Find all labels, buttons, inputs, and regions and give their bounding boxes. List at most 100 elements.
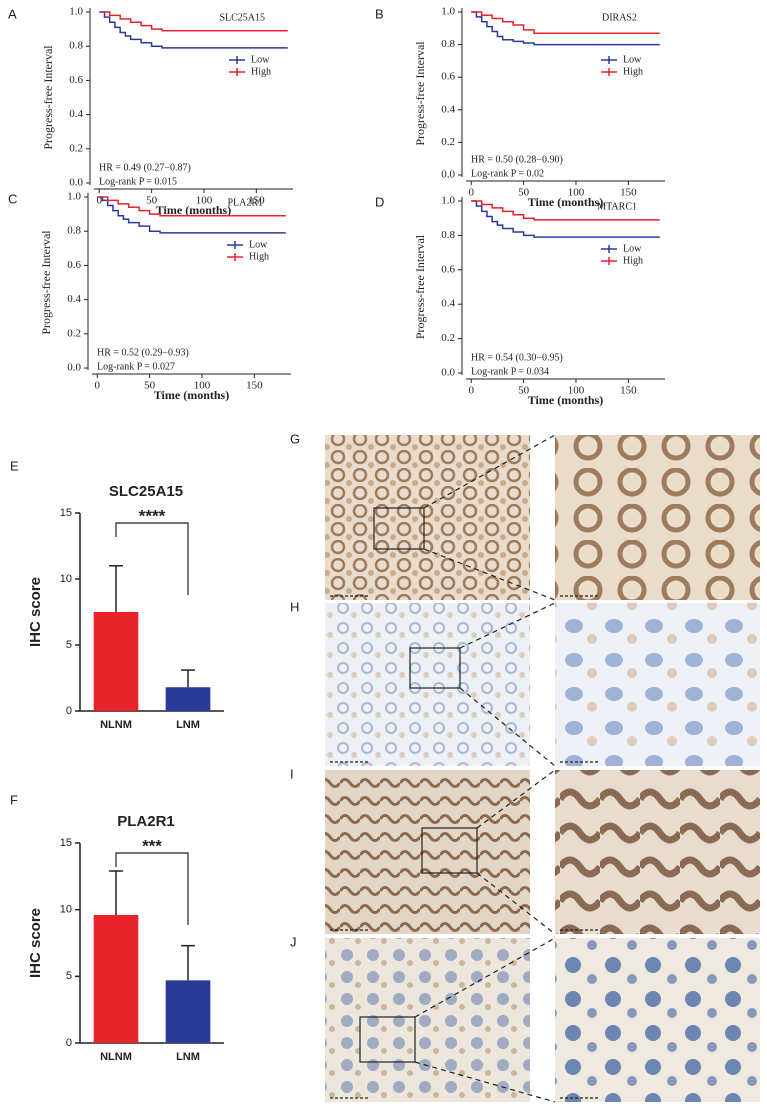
y-axis-label: Progress-free Interval: [413, 41, 427, 146]
ihc-low: [325, 770, 530, 934]
y-tick-label: 1.0: [67, 191, 81, 203]
y-tick-label: 10: [60, 904, 72, 916]
y-tick-label: 0.0: [441, 169, 455, 181]
ihc-images: [325, 434, 760, 1103]
ihc-low: [325, 435, 530, 600]
x-axis-label: Time (months): [156, 203, 231, 217]
y-tick-label: 0.4: [441, 298, 455, 310]
legend-label: High: [249, 251, 269, 262]
legend-label: High: [623, 255, 643, 266]
y-tick-label: 0.0: [441, 367, 455, 379]
y-tick-label: 0.8: [441, 38, 455, 50]
y-tick-label: 0.4: [69, 108, 83, 120]
gene-title: PLA2R1: [227, 197, 263, 208]
y-tick-label: 1.0: [69, 6, 83, 18]
survival-curve: [471, 200, 660, 238]
panel-letter: J: [290, 934, 297, 949]
zoom-line: [459, 687, 556, 767]
y-tick-label: 0.6: [441, 263, 455, 275]
zoom-line: [423, 434, 556, 509]
y-tick-label: 0.2: [441, 136, 455, 148]
legend-label: Low: [251, 54, 270, 65]
x-tick-label: 150: [620, 187, 637, 199]
annotation: HR = 0.49 (0.27−0.87): [99, 162, 191, 173]
y-axis-label: Progress-free Interval: [41, 45, 55, 150]
inset-box: [409, 647, 461, 689]
x-tick-label: 0: [468, 187, 474, 199]
y-axis-label: Progress-free Interval: [413, 234, 427, 339]
bar: [165, 980, 211, 1043]
y-tick-label: 0.6: [69, 74, 83, 86]
zoom-line: [423, 548, 556, 601]
survival-curve: [97, 196, 286, 234]
y-tick-label: 0.4: [441, 103, 455, 115]
annotation: Log-rank P = 0.015: [99, 176, 177, 187]
x-tick-label: 150: [246, 380, 263, 392]
ihc-high: [555, 435, 760, 600]
zoom-line: [476, 769, 556, 829]
chart-title: SLC25A15: [109, 483, 183, 500]
y-axis-label: IHC score: [27, 577, 44, 647]
gene-title: DIRAS2: [602, 12, 637, 23]
panel-letter: B: [375, 6, 384, 21]
y-tick-label: 0.0: [69, 177, 83, 189]
annotation: HR = 0.54 (0.30−0.95): [471, 352, 563, 363]
chart-title: PLA2R1: [117, 813, 175, 830]
panel-letter: G: [290, 431, 300, 446]
significance-label: ****: [139, 506, 166, 525]
y-tick-label: 5: [66, 639, 72, 651]
x-tick-label: 0: [468, 385, 474, 397]
y-tick-label: 0.2: [69, 142, 83, 154]
x-tick-label: 100: [196, 195, 213, 207]
y-tick-label: 0.6: [441, 71, 455, 83]
survival-curve: [471, 11, 660, 34]
ihc-low: [325, 938, 530, 1102]
significance-bracket: [115, 522, 189, 595]
annotation: Log-rank P = 0.027: [97, 361, 175, 372]
ihc-low: [325, 603, 530, 766]
y-tick-label: 0.2: [67, 327, 81, 339]
x-tick-label: 50: [144, 380, 156, 392]
legend-label: Low: [623, 54, 642, 65]
survival-curve: [471, 11, 660, 46]
y-axis-label: Progress-free Interval: [39, 230, 53, 335]
x-axis-label: Time (months): [154, 388, 229, 402]
y-tick-label: 0.2: [441, 332, 455, 344]
legend-label: High: [251, 66, 271, 77]
y-tick-label: 0: [66, 705, 72, 717]
y-tick-label: 0.8: [67, 225, 81, 237]
bar: [165, 687, 211, 711]
x-axis-label: Time (months): [528, 195, 603, 209]
y-tick-label: 15: [60, 507, 72, 519]
x-tick-label: 0: [94, 380, 100, 392]
ihc-high: [555, 770, 760, 934]
survival-curve: [99, 11, 288, 49]
x-tick-label: NLNM: [100, 1051, 132, 1063]
x-tick-label: 100: [568, 187, 585, 199]
y-tick-label: 1.0: [441, 195, 455, 207]
panel-letter: F: [10, 792, 18, 807]
y-tick-label: 0.8: [69, 40, 83, 52]
panel-letter: C: [8, 191, 17, 206]
x-axis-label: Time (months): [528, 393, 603, 407]
x-tick-label: 50: [146, 195, 158, 207]
x-tick-label: 100: [568, 385, 585, 397]
survival-curve: [471, 200, 660, 221]
ihc-high: [555, 603, 760, 766]
annotation: Log-rank P = 0.02: [471, 168, 544, 179]
panel-letter: D: [375, 194, 384, 209]
panel-letter: A: [8, 6, 17, 21]
y-tick-label: 0.4: [67, 293, 81, 305]
survival-curve: [99, 11, 288, 32]
x-tick-label: 150: [620, 385, 637, 397]
gene-title: MTARC1: [597, 201, 637, 212]
y-tick-label: 0.0: [67, 362, 81, 374]
inset-box: [373, 507, 425, 550]
significance-label: ***: [142, 836, 162, 855]
panel-letter: I: [290, 766, 294, 781]
bar: [93, 915, 139, 1043]
panel-letter: H: [290, 599, 299, 614]
x-tick-label: 150: [248, 195, 265, 207]
y-tick-label: 5: [66, 970, 72, 982]
